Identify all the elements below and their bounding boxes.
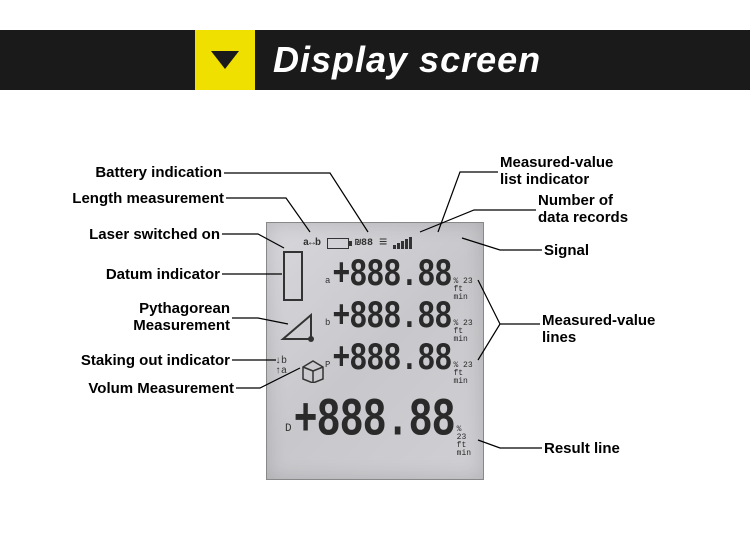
staking-icon: ↓b↑a <box>275 357 287 377</box>
page-title: Display screen <box>273 39 541 81</box>
laser-icon <box>283 251 303 301</box>
line-prefix: b <box>325 318 330 328</box>
line-prefix: a <box>325 276 330 286</box>
label-pythag: Pythagorean Measurement <box>60 300 230 334</box>
line-prefix: P <box>325 360 330 370</box>
line-prefix: D <box>285 423 292 435</box>
label-length: Length measurement <box>4 190 224 207</box>
measured-line-3: P +888.88 % 23ft min <box>325 343 475 386</box>
battery-icon <box>327 238 349 249</box>
label-datum: Datum indicator <box>60 266 220 283</box>
pythagorean-icon <box>279 311 315 348</box>
signal-icon <box>393 237 412 249</box>
label-mvlines: Measured-value lines <box>542 312 655 346</box>
label-laser: Laser switched on <box>30 226 220 243</box>
label-volume: Volum Measurement <box>34 380 234 397</box>
list-icon: ≡ <box>379 235 387 251</box>
length-glyph: a↔b <box>303 238 321 249</box>
label-signal: Signal <box>544 242 589 259</box>
label-battery: Battery indication <box>32 164 222 181</box>
label-records: Number of data records <box>538 192 628 226</box>
label-staking: Staking out indicator <box>20 352 230 369</box>
records-glyph: ₪88 <box>355 238 373 249</box>
chevron-down-icon <box>211 51 239 69</box>
label-mvlist: Measured-value list indicator <box>500 154 613 188</box>
volume-icon <box>299 357 325 388</box>
label-result: Result line <box>544 440 620 457</box>
accent-box <box>195 30 255 90</box>
lcd-status-row: a↔b ₪88 ≡ <box>273 231 477 255</box>
result-line: D +888.88 % 23ft min <box>285 399 475 458</box>
header-bar: Display screen <box>0 30 750 90</box>
diagram: a↔b ₪88 ≡ ↓b↑a a +888 <box>0 140 750 540</box>
lcd-screen: a↔b ₪88 ≡ ↓b↑a a +888 <box>266 222 484 480</box>
